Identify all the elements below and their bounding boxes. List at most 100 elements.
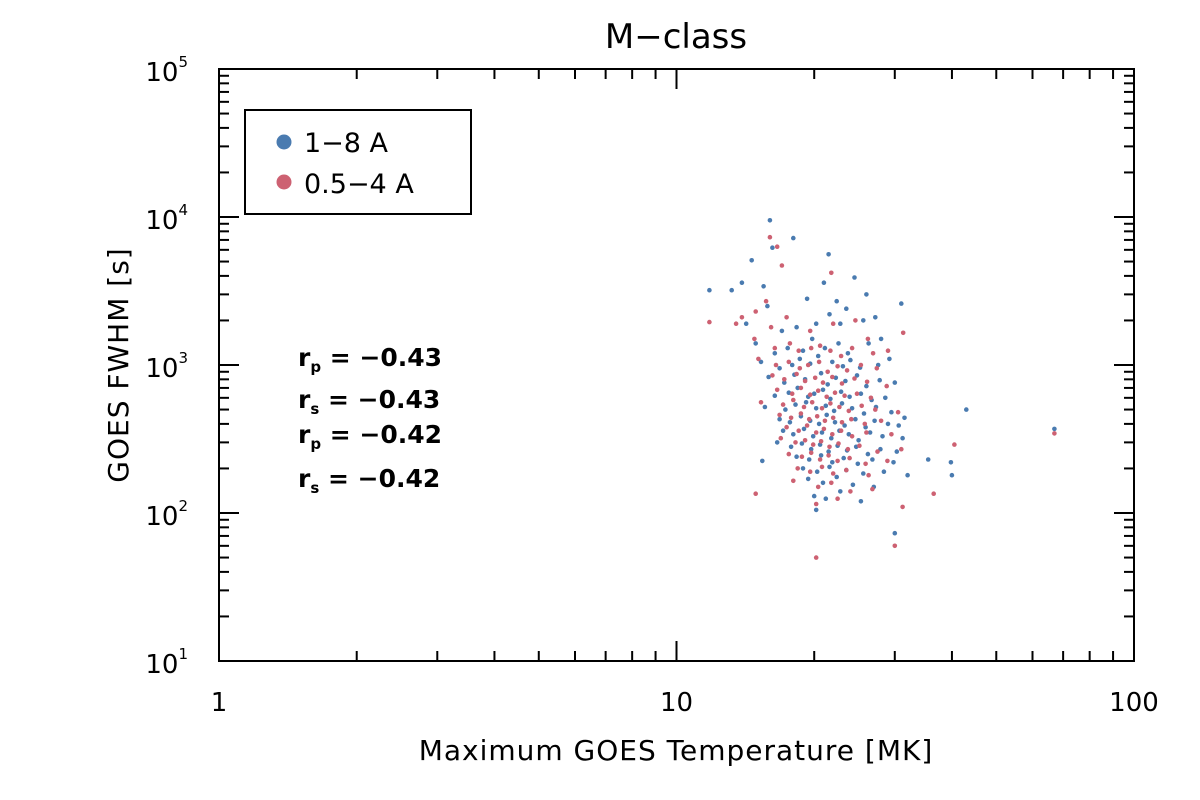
data-point-series-2	[822, 418, 828, 424]
legend-marker-1-8A	[276, 134, 292, 150]
data-point-series-1	[905, 472, 910, 478]
data-point-series-2	[799, 454, 805, 460]
data-point-series-2	[784, 424, 789, 430]
data-point-series-1	[891, 460, 896, 465]
data-point-series-2	[849, 434, 855, 439]
data-point-series-1	[887, 356, 892, 362]
data-point-series-1	[823, 496, 829, 502]
data-point-series-1	[797, 356, 803, 362]
data-point-series-1	[948, 460, 954, 465]
data-point-series-2	[884, 383, 889, 389]
data-point-series-1	[896, 423, 901, 428]
data-point-series-1	[949, 472, 955, 478]
data-point-series-2	[739, 315, 745, 320]
data-point-series-1	[839, 401, 845, 406]
data-point-series-2	[802, 438, 808, 443]
annotation-spearman-0.5-4A: rs = −0.42	[298, 464, 440, 497]
data-point-series-2	[798, 411, 804, 416]
data-point-series-2	[779, 263, 785, 268]
data-point-series-1	[892, 380, 898, 385]
data-point-series-2	[809, 400, 815, 405]
data-point-series-1	[821, 280, 827, 286]
data-point-series-2	[844, 368, 850, 373]
data-point-series-1	[813, 406, 819, 411]
data-point-series-2	[952, 442, 957, 447]
data-point-series-2	[786, 359, 792, 365]
data-point-series-2	[848, 489, 853, 494]
data-point-series-1	[850, 482, 856, 488]
x-tick-labels: 1 10 100	[211, 688, 1159, 718]
data-point-series-2	[815, 484, 821, 490]
data-point-series-2	[865, 336, 871, 342]
data-point-series-1	[830, 359, 835, 365]
data-point-series-1	[766, 374, 771, 380]
data-point-series-2	[778, 435, 784, 441]
data-point-series-2	[858, 362, 864, 368]
data-point-series-2	[849, 345, 855, 351]
data-point-series-1	[856, 438, 861, 443]
data-point-series-2	[791, 478, 796, 484]
data-point-series-1	[838, 321, 843, 327]
data-point-series-1	[804, 296, 810, 302]
data-point-series-1	[902, 415, 907, 421]
data-point-series-1	[772, 393, 778, 399]
data-point-series-1	[827, 312, 832, 317]
data-point-series-2	[885, 458, 890, 464]
data-point-series-1	[836, 341, 841, 346]
data-point-series-2	[832, 390, 838, 396]
data-point-series-1	[838, 389, 844, 395]
data-point-series-1	[780, 428, 786, 434]
x-axis-label: Maximum GOES Temperature [MK]	[419, 734, 934, 767]
data-point-series-1	[777, 416, 782, 422]
data-point-series-2	[787, 341, 793, 346]
data-point-series-2	[813, 430, 819, 435]
data-point-series-1	[809, 336, 815, 342]
data-point-series-2	[821, 426, 827, 432]
data-point-series-2	[791, 397, 796, 403]
data-point-series-1	[795, 385, 800, 391]
data-point-series-2	[836, 441, 841, 446]
data-point-series-1	[801, 426, 807, 432]
legend: 1−8 A 0.5−4 A	[244, 109, 472, 215]
data-point-series-2	[827, 444, 832, 450]
data-point-series-1	[729, 287, 734, 293]
data-point-series-1	[822, 345, 828, 351]
data-point-series-1	[762, 404, 768, 410]
data-point-series-1	[827, 464, 832, 470]
data-point-series-2	[864, 379, 870, 385]
data-point-series-2	[805, 362, 811, 368]
data-point-series-1	[867, 430, 873, 435]
data-point-series-2	[793, 440, 798, 445]
data-point-series-1	[753, 341, 758, 346]
data-point-series-2	[808, 345, 814, 351]
data-point-series-2	[895, 409, 901, 415]
data-point-series-2	[756, 356, 761, 362]
data-point-series-1	[870, 457, 875, 462]
data-point-series-1	[765, 303, 770, 309]
data-point-series-2	[852, 376, 857, 381]
data-point-series-2	[854, 391, 860, 397]
data-point-series-1	[794, 454, 799, 460]
y-tick-label: 104	[145, 201, 188, 236]
data-point-series-1	[832, 420, 838, 425]
data-point-series-2	[885, 348, 891, 354]
data-point-series-2	[839, 420, 845, 425]
data-point-series-2	[826, 453, 831, 458]
data-point-series-2	[752, 336, 757, 342]
data-point-series-1	[877, 377, 882, 383]
data-point-series-2	[830, 321, 836, 327]
data-point-series-2	[786, 451, 792, 457]
data-point-series-1	[834, 298, 839, 304]
data-point-series-1	[794, 324, 799, 330]
data-point-series-2	[808, 450, 814, 456]
data-point-series-2	[807, 328, 813, 334]
data-point-series-1	[767, 218, 773, 223]
data-point-series-1	[789, 362, 795, 368]
data-point-series-1	[793, 402, 798, 407]
plot-frame	[218, 68, 1135, 662]
data-point-series-2	[795, 466, 800, 471]
data-point-series-1	[866, 341, 871, 346]
data-point-series-2	[801, 404, 807, 410]
data-point-series-1	[811, 391, 817, 397]
data-point-series-2	[857, 443, 862, 449]
